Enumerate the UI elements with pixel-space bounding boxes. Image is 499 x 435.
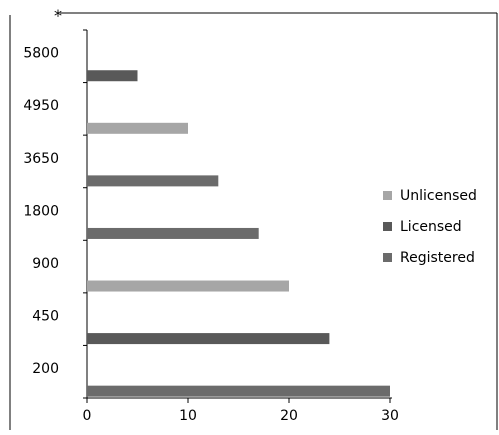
corner-mark: * bbox=[54, 6, 62, 25]
x-tick-label: 0 bbox=[83, 408, 92, 424]
y-tick-label: 5800 bbox=[23, 46, 59, 62]
y-tick-label: 200 bbox=[32, 361, 59, 377]
y-tick-label: 4950 bbox=[23, 98, 59, 114]
y-tick-label: 900 bbox=[32, 256, 59, 272]
legend: Unlicensed Licensed Registered bbox=[383, 188, 477, 266]
plot-area: 200 450 900 1800 3650 4950 5800 0 10 20 30 bbox=[23, 29, 399, 424]
bar-900 bbox=[87, 280, 289, 292]
bar-3650 bbox=[87, 175, 219, 187]
x-tick-label: 10 bbox=[179, 408, 197, 424]
legend-swatch bbox=[383, 253, 392, 262]
bar-200 bbox=[87, 385, 390, 397]
legend-label: Unlicensed bbox=[400, 188, 477, 204]
bar-450 bbox=[87, 333, 330, 345]
bar-5800 bbox=[87, 70, 138, 82]
bar-4950 bbox=[87, 122, 188, 134]
legend-swatch bbox=[383, 191, 392, 200]
legend-label: Registered bbox=[400, 250, 475, 266]
y-tick-label: 450 bbox=[32, 309, 59, 325]
y-tick-label: 3650 bbox=[23, 151, 59, 167]
y-tick-label: 1800 bbox=[23, 203, 59, 219]
x-tick-label: 20 bbox=[280, 408, 298, 424]
legend-swatch bbox=[383, 222, 392, 231]
legend-label: Licensed bbox=[400, 219, 462, 235]
bar-1800 bbox=[87, 227, 259, 239]
x-tick-label: 30 bbox=[381, 408, 399, 424]
